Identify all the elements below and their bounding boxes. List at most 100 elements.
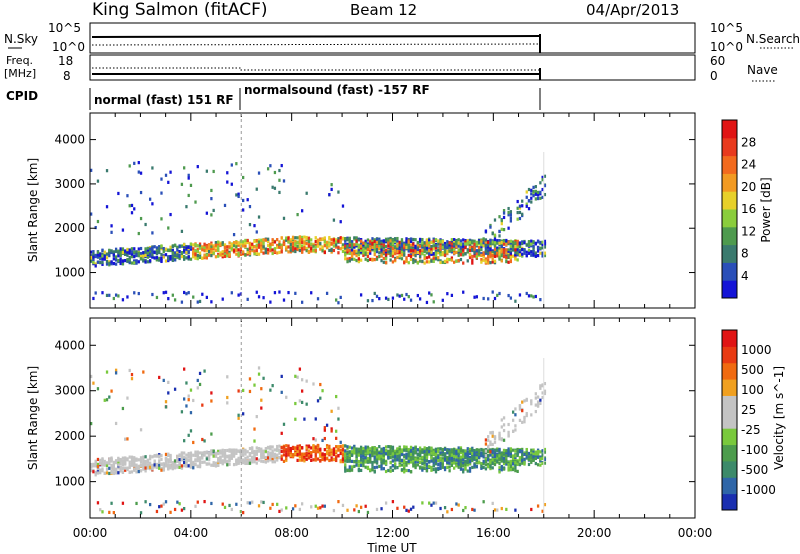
noise-tick-low: 10^0 [52, 40, 85, 54]
range-cell [183, 460, 186, 465]
range-cell [296, 244, 299, 249]
range-cell [260, 500, 263, 504]
range-cell [271, 238, 274, 242]
range-cell [307, 244, 311, 248]
range-cell [480, 239, 483, 243]
colorbar-segment [722, 460, 737, 478]
range-cell [323, 428, 326, 432]
range-cell [135, 261, 138, 265]
range-cell [500, 250, 503, 254]
range-cell [235, 448, 238, 452]
range-cell [493, 458, 497, 462]
range-cell [92, 381, 95, 385]
range-cell [285, 245, 288, 249]
range-cell [502, 248, 506, 252]
range-cell [185, 250, 188, 255]
range-cell [289, 238, 292, 242]
range-cell [94, 264, 97, 268]
range-cell [437, 462, 440, 467]
range-cell [502, 450, 506, 454]
range-cell [96, 260, 100, 264]
range-cell [428, 452, 431, 456]
range-cell [176, 454, 179, 458]
range-cell [471, 465, 474, 470]
range-cell [194, 248, 197, 253]
range-cell [319, 238, 322, 242]
range-cell [296, 447, 299, 451]
range-cell [237, 293, 240, 297]
range-cell [448, 449, 451, 454]
range-cell [453, 448, 456, 452]
range-cell [101, 254, 104, 258]
range-cell [339, 238, 342, 243]
range-cell [423, 453, 426, 457]
range-cell [242, 250, 245, 254]
range-cell [153, 250, 156, 255]
range-cell [341, 236, 345, 240]
range-cell [262, 500, 265, 505]
range-cell [380, 456, 383, 461]
range-cell [500, 425, 503, 429]
range-cell [366, 510, 370, 515]
range-cell [509, 246, 513, 251]
range-cell [139, 246, 143, 251]
range-cell [371, 451, 374, 455]
range-cell [394, 258, 397, 262]
range-cell [228, 503, 231, 508]
range-cell [509, 467, 513, 471]
range-cell [423, 246, 426, 250]
range-cell [414, 249, 417, 253]
range-cell [321, 237, 324, 241]
range-cell [373, 258, 376, 262]
range-cell [167, 297, 170, 301]
range-cell [534, 189, 537, 194]
range-cell [425, 467, 429, 471]
range-cell [534, 294, 537, 299]
range-cell [543, 239, 547, 243]
range-cell [502, 462, 506, 466]
range-cell [480, 260, 483, 264]
range-cell [532, 185, 535, 189]
range-cell [505, 462, 508, 466]
range-cell [357, 509, 361, 514]
range-cell [511, 410, 515, 414]
range-cell [396, 243, 399, 248]
range-cell [151, 253, 154, 257]
range-cell [405, 452, 408, 456]
range-cell [276, 502, 279, 506]
range-cell [312, 382, 315, 386]
range-cell [491, 431, 494, 435]
range-cell [207, 253, 211, 257]
range-cell [183, 462, 186, 467]
range-cell [346, 260, 349, 264]
range-cell [353, 451, 356, 455]
range-cell [164, 457, 168, 462]
range-cell [105, 256, 109, 260]
range-cell [380, 507, 383, 511]
range-cell [394, 449, 397, 453]
range-cell [482, 452, 485, 456]
range-cell [498, 470, 501, 474]
range-cell [518, 462, 522, 466]
range-cell [369, 249, 372, 253]
range-cell [214, 248, 218, 253]
range-cell [521, 447, 524, 452]
range-cell [482, 500, 485, 504]
range-cell [255, 457, 258, 461]
range-cell [90, 465, 93, 469]
range-cell [484, 258, 488, 262]
range-cell [180, 466, 184, 470]
range-cell [405, 240, 408, 244]
range-cell [457, 248, 460, 252]
range-cell [430, 468, 433, 472]
range-cell [332, 248, 336, 253]
range-cell [269, 447, 272, 451]
range-cell [416, 240, 419, 245]
range-cell [516, 206, 519, 210]
range-cell [296, 213, 299, 217]
range-cell [450, 258, 454, 262]
range-cell [407, 459, 410, 464]
range-cell [498, 454, 501, 458]
range-cell [310, 446, 313, 450]
